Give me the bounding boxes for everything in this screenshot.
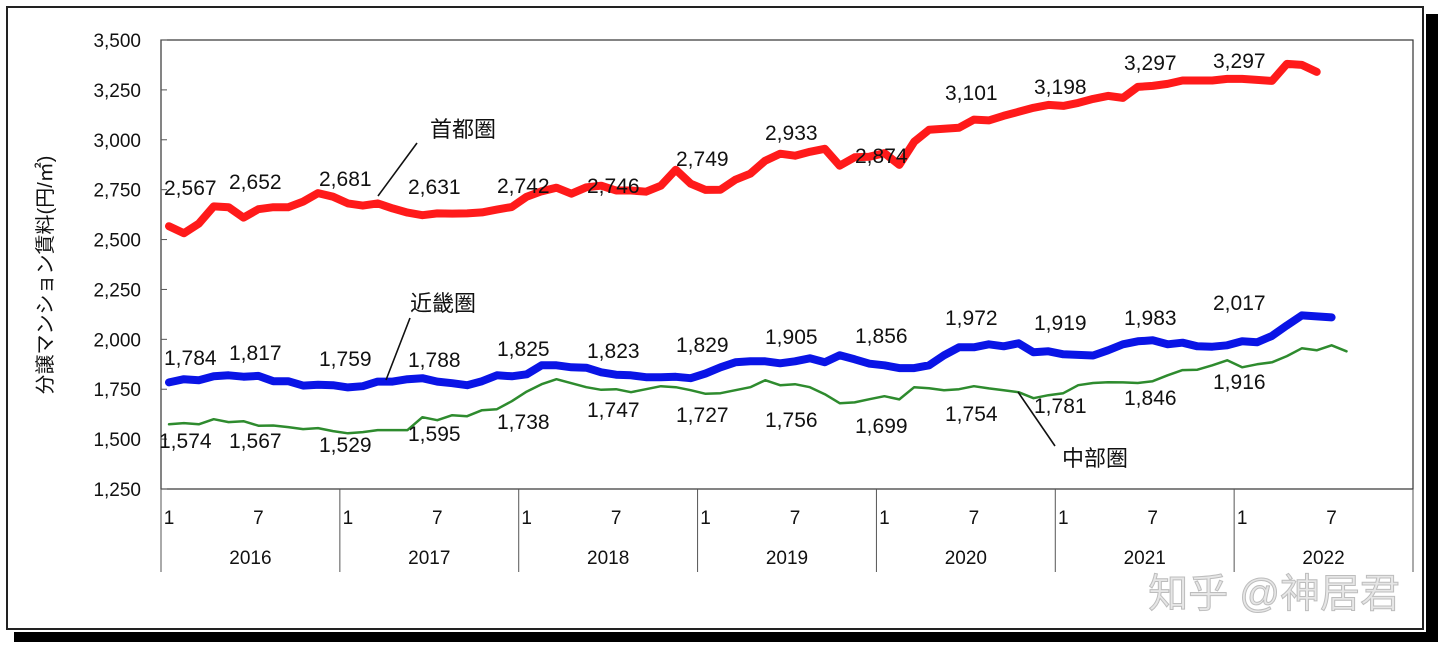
data-label: 1,905 xyxy=(765,326,818,349)
data-label: 1,846 xyxy=(1124,387,1177,410)
y-tick-label: 2,000 xyxy=(93,330,141,351)
data-label: 2,652 xyxy=(229,171,282,194)
data-label: 1,825 xyxy=(497,338,550,361)
data-label: 2,631 xyxy=(408,176,461,199)
chart-axes: 1,250 1,500 1,750 2,000 2,250 2,500 2,750 3,000… xyxy=(93,31,1414,572)
y-tick-label: 3,250 xyxy=(93,81,141,102)
x-month-label: 7 xyxy=(969,508,980,529)
series-line-首都圏 xyxy=(165,59,1321,238)
data-label: 1,983 xyxy=(1124,307,1177,330)
frame-shadow-bottom xyxy=(14,632,1438,642)
frame-shadow-right xyxy=(1426,14,1438,640)
data-label: 3,297 xyxy=(1213,50,1266,73)
data-label: 2,749 xyxy=(676,148,729,171)
watermark: 知乎 @神居君 xyxy=(1148,572,1400,616)
y-tick-label: 2,500 xyxy=(93,231,141,252)
x-month-label: 7 xyxy=(1147,508,1158,529)
data-label: 1,972 xyxy=(945,307,998,330)
chart-series xyxy=(165,59,1348,435)
series-line-近畿圏 xyxy=(165,311,1336,392)
data-label: 1,699 xyxy=(855,415,908,438)
x-year-label: 2017 xyxy=(408,548,450,569)
callout-leader-line xyxy=(385,317,411,381)
data-label: 1,595 xyxy=(408,423,461,446)
data-label: 1,829 xyxy=(676,334,729,357)
x-month-label: 7 xyxy=(790,508,801,529)
data-label: 1,856 xyxy=(855,325,908,348)
data-label: 1,759 xyxy=(319,348,372,371)
data-label: 2,933 xyxy=(765,122,818,145)
data-label: 1,574 xyxy=(159,430,212,453)
data-label: 1,784 xyxy=(164,347,217,370)
x-year-label: 2022 xyxy=(1302,548,1344,569)
data-label: 2,567 xyxy=(164,177,217,200)
data-label: 1,788 xyxy=(408,349,461,372)
data-label: 1,916 xyxy=(1213,371,1266,394)
y-tick-label: 1,750 xyxy=(93,380,141,401)
series-line-中部圏 xyxy=(167,344,1348,435)
x-year-label: 2021 xyxy=(1124,548,1166,569)
data-label: 1,817 xyxy=(229,342,282,365)
data-label: 3,198 xyxy=(1034,76,1087,99)
y-tick-label: 3,000 xyxy=(93,131,141,152)
x-year-label: 2019 xyxy=(766,548,808,569)
x-month-label: 1 xyxy=(1237,508,1248,529)
x-month-label: 1 xyxy=(521,508,532,529)
x-month-label: 7 xyxy=(611,508,622,529)
data-label: 2,681 xyxy=(319,168,372,191)
data-label: 3,297 xyxy=(1124,52,1177,75)
x-month-label: 1 xyxy=(343,508,354,529)
data-labels: 2,567 2,652 2,681 2,631 2,742 2,746 2,749 2,933… xyxy=(159,50,1266,457)
data-label: 2,746 xyxy=(587,175,640,198)
data-label: 1,727 xyxy=(676,404,729,427)
data-label: 1,529 xyxy=(319,434,372,457)
y-tick-label: 1,250 xyxy=(93,480,141,501)
callout-leader-line xyxy=(377,142,418,197)
data-label: 1,754 xyxy=(945,403,998,426)
x-month-label: 1 xyxy=(164,508,175,529)
y-tick-label: 2,250 xyxy=(93,280,141,301)
x-year-label: 2018 xyxy=(587,548,629,569)
x-month-label: 7 xyxy=(432,508,443,529)
data-label: 1,738 xyxy=(497,411,550,434)
data-label: 2,017 xyxy=(1213,292,1266,315)
data-label: 1,747 xyxy=(587,399,640,422)
data-label: 1,919 xyxy=(1034,312,1087,335)
callout-leader-line xyxy=(1017,391,1056,447)
data-label: 2,742 xyxy=(497,175,550,198)
x-year-label: 2016 xyxy=(229,548,271,569)
x-month-label: 1 xyxy=(700,508,711,529)
series-name-label: 中部圏 xyxy=(1062,446,1128,471)
data-label: 1,781 xyxy=(1034,395,1087,418)
y-tick-label: 2,750 xyxy=(93,181,141,202)
plot-area xyxy=(160,39,1414,490)
data-label: 1,567 xyxy=(229,430,282,453)
y-axis-title: 分譲マンション賃料(円/㎡) xyxy=(33,156,57,395)
x-month-label: 7 xyxy=(253,508,264,529)
data-label: 2,874 xyxy=(855,145,908,168)
chart-frame xyxy=(6,6,1424,630)
data-label: 1,823 xyxy=(587,340,640,363)
y-tick-label: 1,500 xyxy=(93,430,141,451)
x-year-label: 2020 xyxy=(945,548,987,569)
x-month-label: 7 xyxy=(1326,508,1337,529)
x-month-label: 1 xyxy=(879,508,890,529)
data-label: 3,101 xyxy=(945,82,998,105)
series-name-label: 首都圏 xyxy=(430,117,496,142)
series-name-label: 近畿圏 xyxy=(410,291,476,316)
y-tick-label: 3,500 xyxy=(93,31,141,52)
x-month-label: 1 xyxy=(1058,508,1069,529)
data-label: 1,756 xyxy=(765,409,818,432)
